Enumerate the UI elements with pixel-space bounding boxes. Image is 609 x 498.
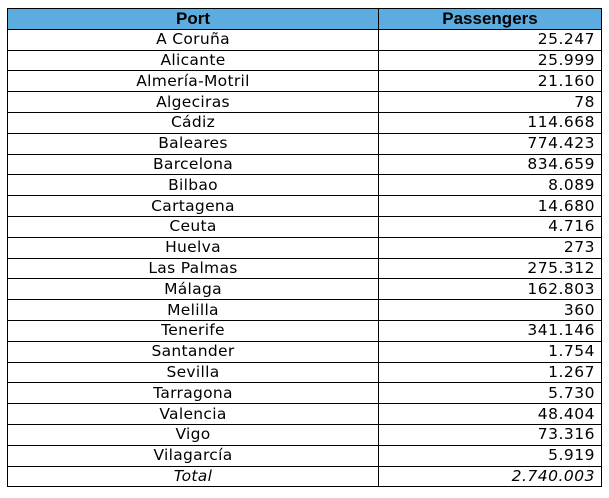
port-cell: Barcelona <box>7 153 379 176</box>
table-row: Vilagarcía 5.919 <box>7 444 602 467</box>
table-row: Málaga 162.803 <box>7 278 602 301</box>
passengers-cell: 5.730 <box>378 382 602 405</box>
port-cell: Baleares <box>7 132 379 155</box>
port-cell: Algeciras <box>7 91 379 113</box>
passengers-cell: 360 <box>378 299 602 321</box>
passengers-cell: 341.146 <box>378 319 602 342</box>
table-row: Alicante 25.999 <box>7 49 602 72</box>
passengers-cell: 114.668 <box>378 111 602 134</box>
passengers-cell: 162.803 <box>378 278 602 301</box>
port-cell: Las Palmas <box>7 257 379 280</box>
passengers-cell: 78 <box>378 91 602 113</box>
port-cell: Bilbao <box>7 174 379 197</box>
table-row: Baleares 774.423 <box>7 132 602 155</box>
table-row: Santander 1.754 <box>7 340 602 363</box>
passengers-cell: 25.999 <box>378 49 602 72</box>
passengers-cell: 25.247 <box>378 28 602 51</box>
table-row: Almería-Motril 21.160 <box>7 70 602 93</box>
port-cell: Melilla <box>7 299 379 321</box>
table-body: A Coruña 25.247 Alicante 25.999 Almería-Mo… <box>7 28 602 488</box>
table-row: Tarragona 5.730 <box>7 382 602 405</box>
table-row: Tenerife 341.146 <box>7 319 602 342</box>
header-port: Port <box>7 8 379 30</box>
port-cell: Santander <box>7 340 379 363</box>
passengers-cell: 834.659 <box>378 153 602 176</box>
table-row: Vigo 73.316 <box>7 423 602 446</box>
passengers-cell: 275.312 <box>378 257 602 280</box>
total-label: Total <box>7 465 379 488</box>
port-cell: Cartagena <box>7 195 379 217</box>
passengers-cell: 73.316 <box>378 423 602 446</box>
table-row: Cartagena 14.680 <box>7 195 602 217</box>
port-cell: Cádiz <box>7 111 379 134</box>
table-row: Ceuta 4.716 <box>7 215 602 238</box>
port-cell: Valencia <box>7 403 379 425</box>
passenger-table-container: Port Passengers A Coruña 25.247 Alicante 2… <box>7 8 602 488</box>
table-row: Algeciras 78 <box>7 91 602 113</box>
port-cell: Alicante <box>7 49 379 72</box>
passengers-cell: 8.089 <box>378 174 602 197</box>
passengers-cell: 21.160 <box>378 70 602 93</box>
port-cell: Ceuta <box>7 215 379 238</box>
passengers-cell: 14.680 <box>378 195 602 217</box>
table-row: Cádiz 114.668 <box>7 111 602 134</box>
table-row: Sevilla 1.267 <box>7 361 602 384</box>
port-cell: Tenerife <box>7 319 379 342</box>
passengers-cell: 5.919 <box>378 444 602 467</box>
table-row: Las Palmas 275.312 <box>7 257 602 280</box>
passengers-cell: 48.404 <box>378 403 602 425</box>
header-passengers: Passengers <box>378 8 602 30</box>
passengers-cell: 273 <box>378 236 602 259</box>
table-row: Melilla 360 <box>7 299 602 321</box>
port-cell: Vigo <box>7 423 379 446</box>
port-cell: Vilagarcía <box>7 444 379 467</box>
table-row: A Coruña 25.247 <box>7 28 602 51</box>
port-cell: Málaga <box>7 278 379 301</box>
table-row: Huelva 273 <box>7 236 602 259</box>
port-passengers-table: Port Passengers A Coruña 25.247 Alicante 2… <box>7 8 602 488</box>
table-header: Port Passengers <box>7 8 602 30</box>
port-cell: Sevilla <box>7 361 379 384</box>
table-row: Valencia 48.404 <box>7 403 602 425</box>
port-cell: A Coruña <box>7 28 379 51</box>
passengers-cell: 4.716 <box>378 215 602 238</box>
table-row: Bilbao 8.089 <box>7 174 602 197</box>
total-row: Total 2.740.003 <box>7 465 602 488</box>
table-row: Barcelona 834.659 <box>7 153 602 176</box>
header-row: Port Passengers <box>7 8 602 30</box>
passengers-cell: 1.754 <box>378 340 602 363</box>
total-passengers: 2.740.003 <box>378 465 602 488</box>
port-cell: Almería-Motril <box>7 70 379 93</box>
port-cell: Huelva <box>7 236 379 259</box>
passengers-cell: 1.267 <box>378 361 602 384</box>
passengers-cell: 774.423 <box>378 132 602 155</box>
port-cell: Tarragona <box>7 382 379 405</box>
